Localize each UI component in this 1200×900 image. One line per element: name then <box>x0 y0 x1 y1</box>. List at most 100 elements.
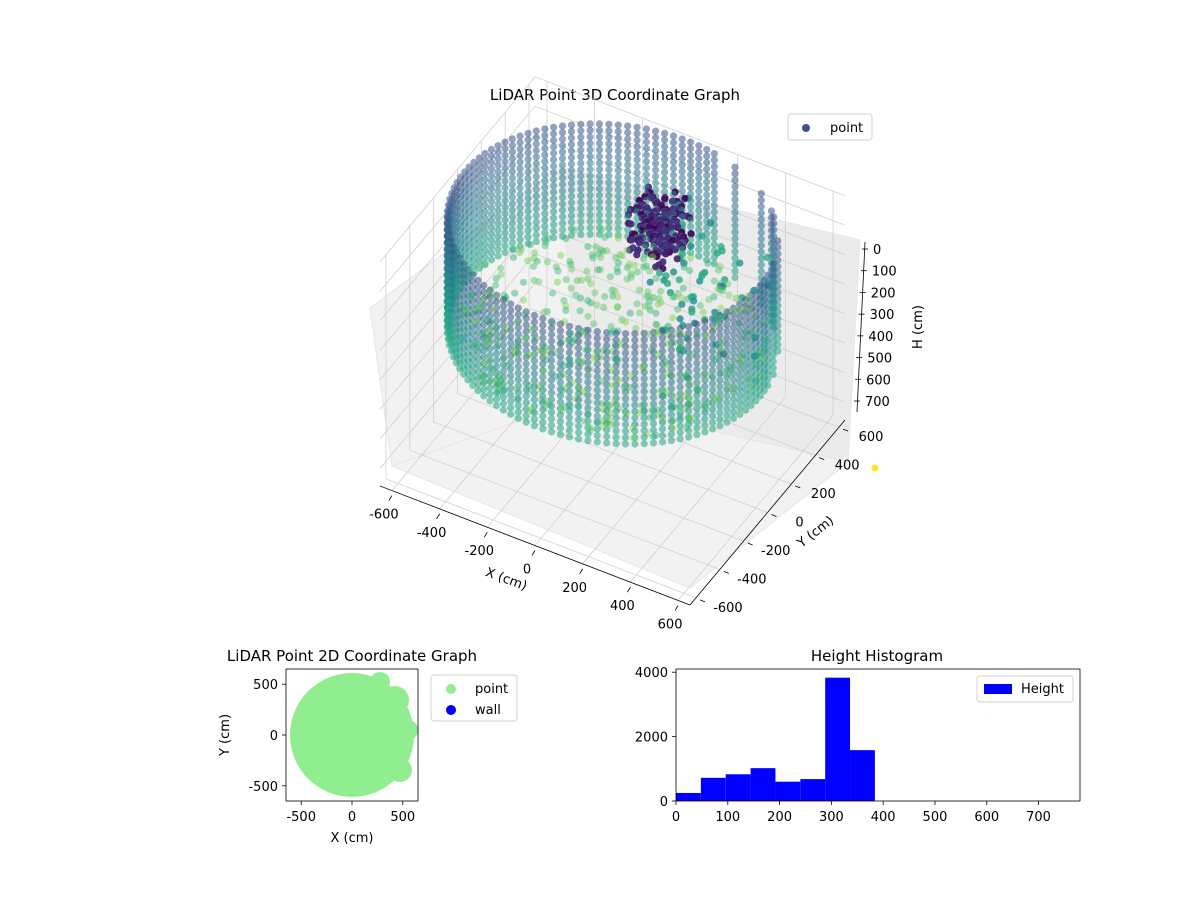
plot3d-point <box>539 386 547 394</box>
plot3d-point <box>522 340 530 348</box>
plot3d-point <box>586 424 594 432</box>
plot3d-point <box>510 246 518 254</box>
plot3d-point <box>532 185 540 193</box>
plot3d-point <box>501 248 509 257</box>
plot3d-point <box>562 306 570 314</box>
plot3d-point <box>624 200 632 208</box>
plot3d-point <box>658 418 667 427</box>
plot3d-z-tick-label: 600 <box>866 373 891 388</box>
plot3d-point <box>661 136 669 144</box>
plot3d-point <box>709 399 717 407</box>
plot3d-point <box>579 358 587 366</box>
plot3d-point <box>612 375 620 383</box>
plot3d-point <box>558 161 567 169</box>
plot3d-point <box>709 347 717 355</box>
plot3d-point <box>624 141 632 150</box>
plot3d-point <box>557 251 565 259</box>
plot3d-point <box>524 240 532 248</box>
plot3d-point <box>658 438 667 446</box>
histogram-bar <box>800 779 826 801</box>
plot3d-point <box>593 301 601 309</box>
plot3d-point <box>556 353 565 361</box>
plot3d-point <box>550 208 558 216</box>
plot3d-point <box>556 418 565 426</box>
plot3d-point <box>522 418 530 426</box>
plot3d-point <box>480 346 488 354</box>
plot3d-point <box>667 352 676 360</box>
plot3d-point <box>589 254 597 262</box>
plot3d-point <box>539 360 547 368</box>
plot3d-point <box>556 372 565 380</box>
plot3d-point <box>539 348 547 356</box>
plot3d-point <box>575 422 583 430</box>
plot3d-point <box>687 184 695 192</box>
plot3d-point <box>736 313 744 321</box>
plot3d-point <box>494 245 502 254</box>
plot3d-point <box>652 309 660 317</box>
plot3d-point <box>541 229 549 237</box>
plot3d-point <box>723 379 731 387</box>
plot3d-point <box>595 159 604 167</box>
plot3d-point <box>667 385 676 393</box>
plot3d-point <box>640 255 648 263</box>
plot3d-point <box>723 327 731 335</box>
plot3d-point <box>601 233 609 241</box>
plot3d-point <box>481 221 489 229</box>
plot3d-point <box>633 143 641 151</box>
plot3d-point <box>612 388 620 396</box>
plot3d-point <box>614 268 622 276</box>
plot3d-point <box>614 140 622 148</box>
plot3d-point <box>550 130 558 138</box>
plot3d-point <box>642 138 651 146</box>
plot3d-point <box>669 425 677 433</box>
plot3d-point <box>703 197 711 206</box>
plot3d-point <box>716 396 724 404</box>
plot3d-point <box>564 336 572 344</box>
plot3d-point <box>658 334 667 342</box>
plot3d-point <box>767 213 776 221</box>
plot3d-point <box>649 342 658 350</box>
plot3d-point <box>695 239 703 247</box>
histogram-bar <box>676 792 701 801</box>
plot3d-point <box>575 383 583 391</box>
plot3d-point <box>575 396 583 404</box>
plot3d-point <box>731 254 739 262</box>
plot3d-point <box>687 171 695 179</box>
plot3d-point <box>507 404 515 412</box>
plot3d-point <box>524 220 532 228</box>
plot3d-point <box>532 198 540 206</box>
plot3d-point <box>658 367 667 375</box>
plot3d-point <box>470 165 478 173</box>
plot3d-point <box>621 369 630 377</box>
plot3d-point <box>631 362 639 370</box>
plot3d-point <box>764 336 772 344</box>
plot3d-point <box>642 157 651 166</box>
plot3d-point <box>539 341 547 349</box>
plot3d-point <box>612 433 620 441</box>
plot3d-point <box>649 381 658 389</box>
plot3d-point <box>584 346 592 354</box>
plot3d-point <box>501 151 509 159</box>
plot3d-point <box>550 123 558 131</box>
plot3d-point <box>652 133 660 142</box>
plot3d-point <box>709 405 717 414</box>
plot3d-point <box>560 297 568 305</box>
plot3d-point <box>558 219 567 227</box>
plot3d-point <box>614 199 622 207</box>
plot3d-point <box>742 296 750 304</box>
histogram-y-tick-label: 2000 <box>635 731 668 746</box>
plot3d-y-axis-line <box>689 419 846 606</box>
plot3d-point <box>530 344 539 352</box>
plot3d-point <box>618 316 626 324</box>
plot3d-point <box>710 227 718 236</box>
plot3d-point <box>499 367 507 375</box>
plot3d-point <box>695 168 703 176</box>
plot3d-point <box>667 430 676 438</box>
plot3d-point <box>499 399 507 408</box>
plot3d-point <box>584 359 592 367</box>
plot3d-point <box>676 325 684 333</box>
plot3d-point <box>626 246 634 254</box>
plot3d-floor-pane <box>390 399 850 589</box>
plot3d-point <box>631 420 639 429</box>
plot3d-point <box>481 195 489 203</box>
